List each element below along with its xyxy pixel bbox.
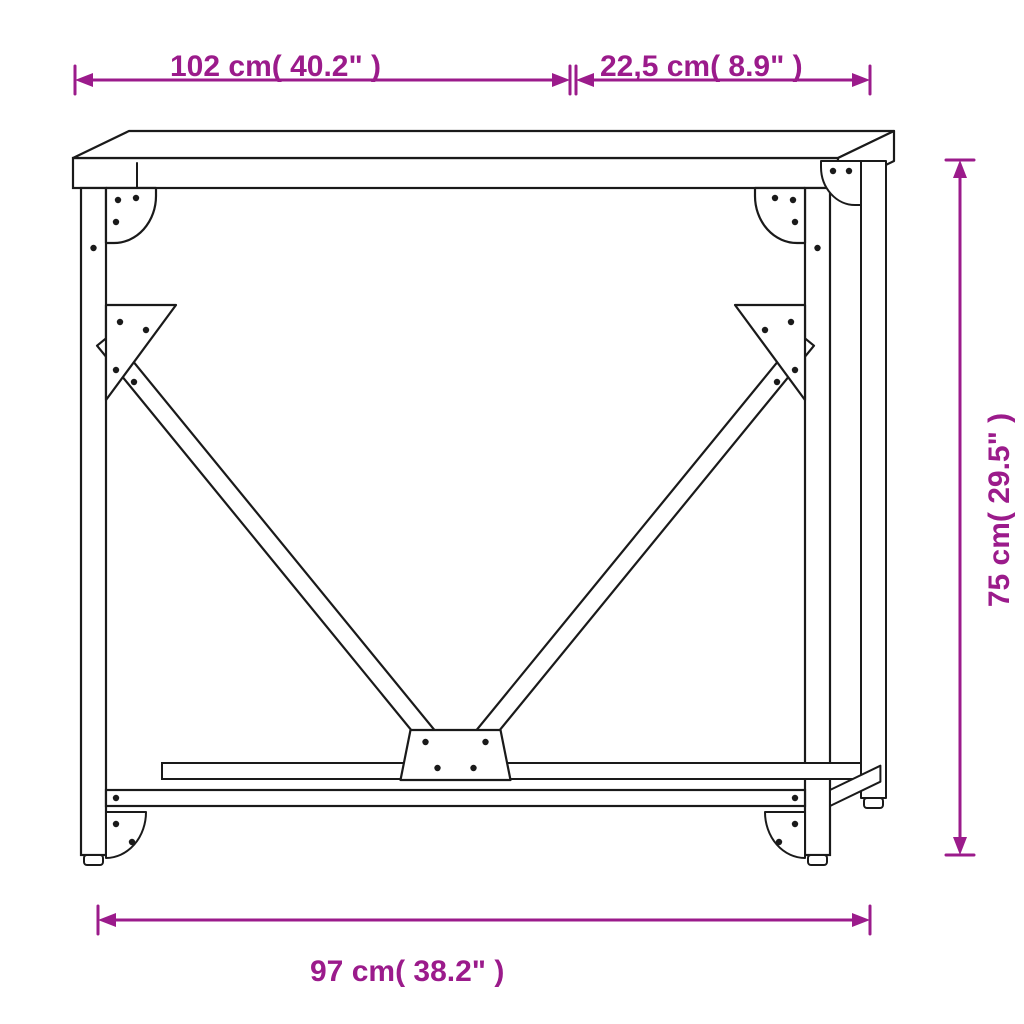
dim-label-top-width: 102 cm( 40.2" ) bbox=[170, 50, 381, 84]
dim-label-depth: 22,5 cm( 8.9" ) bbox=[600, 50, 803, 84]
diagram-svg bbox=[0, 0, 1024, 1024]
dim-label-base-width: 97 cm( 38.2" ) bbox=[310, 955, 504, 989]
diagram-stage: 102 cm( 40.2" ) 22,5 cm( 8.9" ) 75 cm( 2… bbox=[0, 0, 1024, 1024]
dim-label-height: 75 cm( 29.5" ) bbox=[983, 413, 1017, 607]
